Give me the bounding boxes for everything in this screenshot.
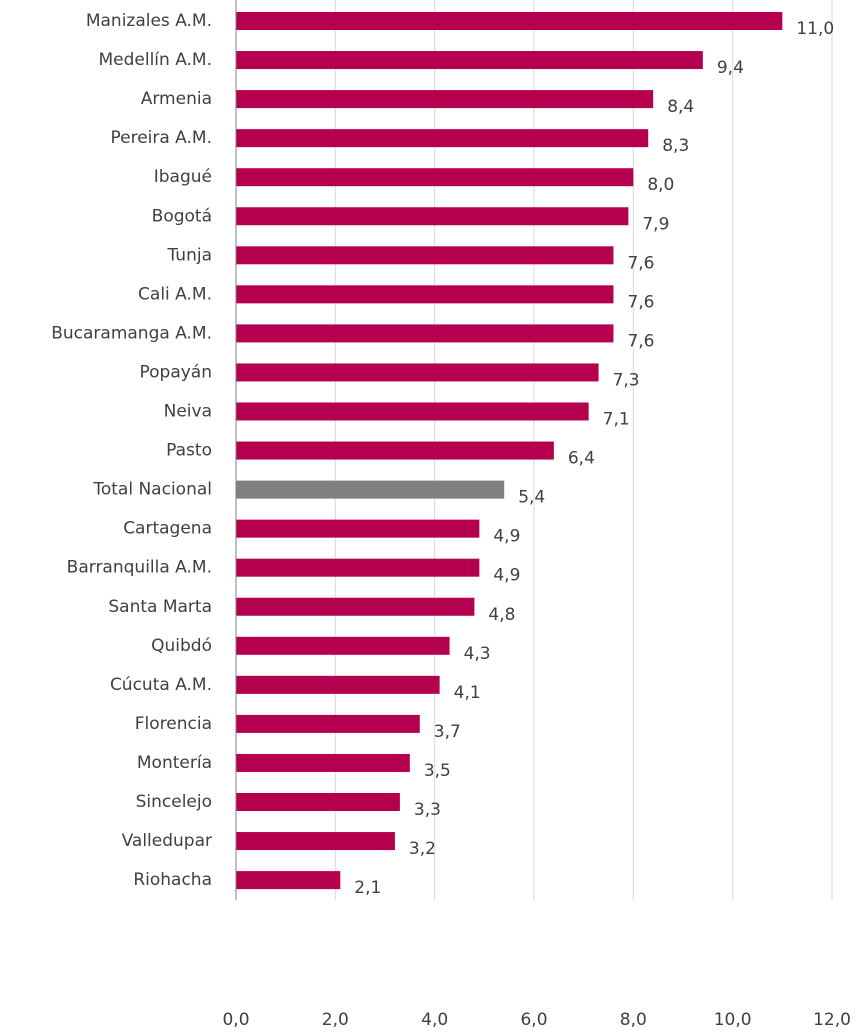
bar bbox=[236, 832, 395, 851]
value-label: 5,4 bbox=[518, 488, 545, 508]
y-tick-label: Florencia bbox=[135, 714, 212, 734]
value-label: 6,4 bbox=[568, 449, 595, 469]
bar bbox=[236, 597, 475, 616]
value-label: 4,9 bbox=[493, 527, 520, 547]
value-label: 8,0 bbox=[647, 175, 674, 195]
x-tick-label: 12,0 bbox=[813, 1010, 851, 1030]
y-tick-label: Ibagué bbox=[154, 167, 212, 187]
value-label: 4,3 bbox=[464, 644, 491, 664]
bar bbox=[236, 753, 410, 772]
bar bbox=[236, 12, 783, 30]
y-tick-label: Popayán bbox=[139, 362, 212, 382]
y-tick-label: Tunja bbox=[167, 245, 213, 265]
bar bbox=[236, 285, 614, 304]
bar bbox=[236, 441, 554, 460]
bar bbox=[236, 480, 505, 499]
bar bbox=[236, 51, 703, 70]
value-label: 8,3 bbox=[662, 136, 689, 156]
bar bbox=[236, 793, 400, 811]
y-tick-label: Santa Marta bbox=[108, 597, 212, 617]
value-label: 8,4 bbox=[667, 97, 694, 117]
value-label: 7,6 bbox=[627, 253, 654, 273]
value-label: 4,8 bbox=[488, 605, 515, 625]
bar bbox=[236, 246, 614, 265]
bar bbox=[236, 168, 634, 187]
x-tick-label: 6,0 bbox=[520, 1010, 547, 1030]
bar bbox=[236, 402, 589, 421]
x-tick-label: 2,0 bbox=[322, 1010, 349, 1030]
value-label: 11,0 bbox=[796, 19, 834, 39]
y-tick-label: Montería bbox=[137, 753, 212, 773]
bar bbox=[236, 90, 654, 109]
y-tick-label: Bogotá bbox=[152, 206, 212, 226]
y-tick-label: Cúcuta A.M. bbox=[110, 675, 212, 695]
value-label: 4,1 bbox=[454, 683, 481, 703]
y-tick-label: Manizales A.M. bbox=[86, 11, 212, 31]
value-label: 7,6 bbox=[627, 292, 654, 312]
x-tick-label: 8,0 bbox=[620, 1010, 647, 1030]
value-label: 2,1 bbox=[354, 878, 381, 898]
value-label: 7,3 bbox=[613, 370, 640, 390]
y-tick-label: Bucaramanga A.M. bbox=[51, 323, 212, 343]
bar bbox=[236, 675, 440, 694]
y-tick-label: Pereira A.M. bbox=[110, 128, 212, 148]
value-label: 7,6 bbox=[627, 331, 654, 351]
y-tick-label: Quibdó bbox=[151, 636, 212, 656]
value-label: 3,3 bbox=[414, 800, 441, 820]
y-tick-label: Pasto bbox=[166, 441, 212, 461]
y-tick-label: Cartagena bbox=[123, 519, 212, 539]
x-tick-label: 0,0 bbox=[222, 1010, 249, 1030]
bar bbox=[236, 871, 341, 890]
y-tick-label: Cali A.M. bbox=[138, 284, 212, 304]
bar bbox=[236, 519, 480, 538]
value-label: 3,2 bbox=[409, 839, 436, 859]
y-tick-label: Neiva bbox=[164, 402, 212, 422]
bar bbox=[236, 636, 450, 655]
y-tick-label: Medellín A.M. bbox=[98, 50, 212, 70]
value-label: 7,9 bbox=[642, 214, 669, 234]
x-tick-label: 4,0 bbox=[421, 1010, 448, 1030]
y-tick-label: Barranquilla A.M. bbox=[67, 558, 212, 578]
bar bbox=[236, 558, 480, 577]
y-tick-label: Valledupar bbox=[122, 831, 212, 851]
x-tick-label: 10,0 bbox=[714, 1010, 752, 1030]
bar bbox=[236, 714, 420, 733]
y-tick-label: Armenia bbox=[141, 89, 212, 109]
bar bbox=[236, 363, 599, 382]
y-tick-label: Riohacha bbox=[133, 870, 212, 890]
value-label: 3,5 bbox=[424, 761, 451, 781]
bar bbox=[236, 207, 629, 226]
value-label: 4,9 bbox=[493, 566, 520, 586]
value-label: 7,1 bbox=[603, 410, 630, 430]
value-label: 3,7 bbox=[434, 722, 461, 742]
y-tick-label: Total Nacional bbox=[92, 480, 212, 500]
value-label: 9,4 bbox=[717, 58, 744, 78]
bar bbox=[236, 324, 614, 343]
bar bbox=[236, 129, 649, 148]
y-tick-label: Sincelejo bbox=[136, 792, 212, 812]
